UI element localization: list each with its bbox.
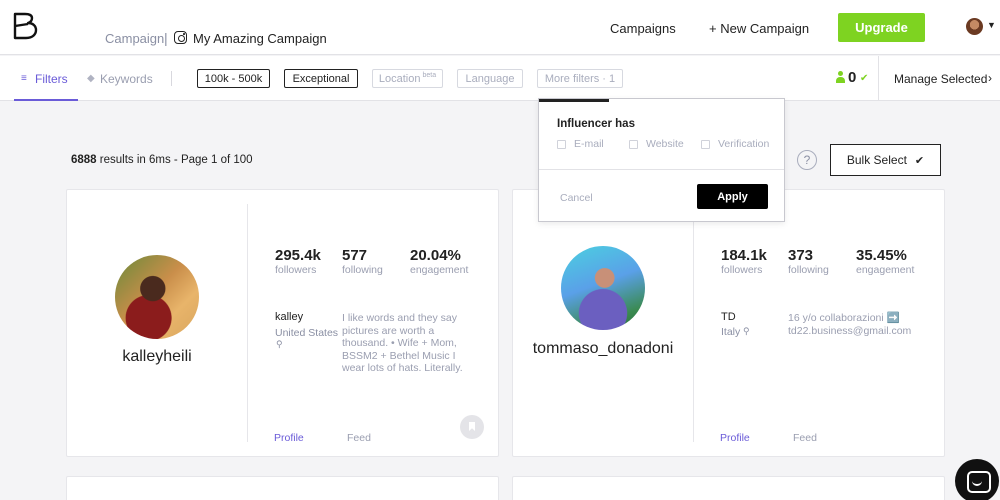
verification-checkbox-label: Verification	[718, 138, 770, 150]
bulk-select-label: Bulk Select	[846, 153, 907, 167]
following-label: following	[788, 264, 829, 276]
quality-chip[interactable]: Exceptional	[284, 69, 358, 88]
instagram-icon	[174, 31, 187, 44]
bulk-select-button[interactable]: Bulk Select ✔	[830, 144, 941, 176]
tab-filters-label: Filters	[35, 72, 68, 86]
influencer-card[interactable]: kalleyheili 295.4k followers 577 followi…	[66, 189, 499, 457]
card-divider	[693, 204, 694, 442]
campaign-name: My Amazing Campaign	[193, 31, 327, 46]
brand-logo[interactable]	[12, 12, 38, 40]
tag-icon: ◆	[87, 73, 95, 84]
website-checkbox-label: Website	[646, 138, 684, 150]
followers-label: followers	[721, 264, 763, 276]
user-avatar[interactable]	[966, 18, 983, 35]
results-count: 6888	[71, 154, 97, 166]
beta-badge: beta	[422, 72, 437, 79]
location-chip-label: Location	[378, 72, 421, 85]
map-pin-icon: ⚲	[743, 326, 750, 336]
top-bar: Campaign | My Amazing Campaign Campaigns…	[0, 0, 1000, 55]
influencer-username[interactable]: tommaso_donadoni	[532, 340, 674, 357]
filter-divider	[171, 71, 172, 86]
influencer-location: Italy	[721, 326, 741, 338]
following-value: 373	[788, 247, 814, 264]
influencer-location: United States	[275, 327, 339, 339]
map-pin-icon: ⚲	[276, 339, 283, 349]
more-filters-popover: Influencer has E-mail Website Verificati…	[538, 98, 785, 222]
email-checkbox-label: E-mail	[574, 138, 604, 150]
language-chip[interactable]: Language	[457, 69, 523, 88]
manage-divider	[878, 56, 879, 101]
location-chip[interactable]: Location beta	[372, 69, 443, 88]
followers-label: followers	[275, 264, 317, 276]
influencer-card[interactable]	[66, 476, 499, 500]
chevron-right-icon[interactable]: ›	[988, 71, 992, 85]
results-summary: 6888 results in 6ms - Page 1 of 100	[71, 154, 253, 166]
popover-divider	[539, 169, 784, 170]
influencer-nickname: kalley	[275, 311, 304, 323]
feed-link[interactable]: Feed	[347, 432, 371, 444]
apply-button[interactable]: Apply	[697, 184, 768, 209]
influencer-card[interactable]	[512, 476, 945, 500]
nav-campaigns-link[interactable]: Campaigns	[610, 21, 676, 36]
verification-checkbox[interactable]: Verification	[701, 138, 769, 150]
email-checkbox[interactable]: E-mail	[557, 138, 604, 150]
followers-value: 184.1k	[721, 247, 767, 264]
tab-filters[interactable]: ≡ Filters	[14, 56, 78, 101]
chat-icon[interactable]	[955, 459, 999, 500]
feed-link[interactable]: Feed	[793, 432, 817, 444]
breadcrumb-campaign-link[interactable]: Campaign	[105, 31, 165, 46]
engagement-label: engagement	[856, 264, 915, 276]
popover-indicator	[539, 99, 609, 102]
avatar	[115, 255, 199, 339]
cancel-button[interactable]: Cancel	[560, 192, 593, 204]
more-filters-chip[interactable]: More filters · 1	[537, 69, 623, 88]
following-label: following	[342, 264, 383, 276]
checkbox-box[interactable]	[701, 139, 710, 149]
influencer-nickname: TD	[721, 311, 736, 323]
followers-range-chip[interactable]: 100k - 500k	[197, 69, 270, 88]
engagement-value: 35.45%	[856, 247, 907, 264]
results-summary-text: results in 6ms - Page 1 of 100	[99, 154, 253, 166]
profile-link[interactable]: Profile	[274, 432, 304, 444]
new-campaign-link[interactable]: + New Campaign	[709, 21, 810, 36]
check-icon: ✔	[860, 73, 869, 84]
filter-bar: ≡ Filters ◆ Keywords 100k - 500k Excepti…	[0, 56, 1000, 101]
selected-count: 0	[848, 69, 857, 86]
avatar	[561, 246, 645, 330]
breadcrumb-separator: |	[164, 30, 168, 46]
help-icon[interactable]: ?	[797, 150, 817, 170]
influencer-bio: I like words and they say pictures are w…	[342, 312, 463, 374]
checkbox-box[interactable]	[629, 139, 638, 149]
checkbox-box[interactable]	[557, 139, 566, 149]
website-checkbox[interactable]: Website	[629, 138, 684, 150]
engagement-label: engagement	[410, 264, 469, 276]
chevron-down-icon[interactable]: ▼	[987, 20, 996, 30]
engagement-value: 20.04%	[410, 247, 461, 264]
sliders-icon: ≡	[21, 73, 27, 84]
bookmark-icon[interactable]	[460, 415, 484, 439]
check-icon: ✔	[914, 154, 925, 167]
profile-link[interactable]: Profile	[720, 432, 750, 444]
influencer-bio: 16 y/o collaborazioni ➡️ td22.business@g…	[788, 312, 912, 337]
upgrade-button[interactable]: Upgrade	[838, 13, 925, 42]
influencer-card[interactable]: tommaso_donadoni 184.1k followers 373 fo…	[512, 189, 945, 457]
user-icon	[836, 71, 845, 83]
manage-selected-button[interactable]: Manage Selected	[894, 72, 988, 86]
popover-title: Influencer has	[557, 118, 635, 130]
tab-keywords[interactable]: Keywords	[100, 72, 153, 86]
card-divider	[247, 204, 248, 442]
influencer-username[interactable]: kalleyheili	[122, 348, 192, 365]
followers-value: 295.4k	[275, 247, 321, 264]
following-value: 577	[342, 247, 368, 264]
